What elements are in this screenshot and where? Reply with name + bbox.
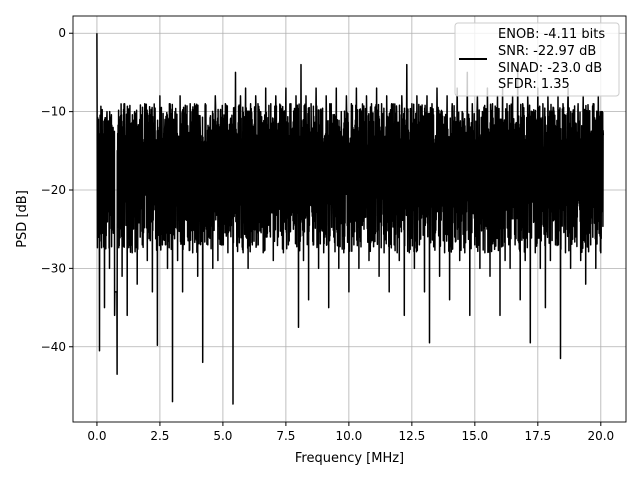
- x-axis: 0.0 2.5 5.0 7.5 10.0 12.5 15.0 17.5 20.0: [87, 422, 614, 443]
- legend-sfdr: SFDR: 1.35: [498, 77, 570, 92]
- legend-box: [454, 22, 620, 97]
- legend-snr: SNR: -22.97 dB: [498, 44, 596, 59]
- y-tick-label: −10: [41, 105, 66, 119]
- plot-frame: [72, 15, 627, 423]
- x-tick-label: 20.0: [587, 429, 614, 443]
- y-tick-label: −20: [41, 183, 66, 197]
- legend: ENOB: -4.11 bits SNR: -22.97 dB SINAD: -…: [454, 22, 620, 97]
- y-tick-label: −30: [41, 261, 66, 275]
- x-tick-label: 10.0: [336, 429, 363, 443]
- y-tick-label: −40: [41, 340, 66, 354]
- x-tick-label: 15.0: [461, 429, 488, 443]
- x-tick-label: 12.5: [398, 429, 425, 443]
- x-tick-label: 17.5: [524, 429, 551, 443]
- x-tick-label: 7.5: [276, 429, 295, 443]
- psd-series-line: [96, 33, 605, 405]
- x-tick-label: 0.0: [87, 429, 106, 443]
- y-tick-label: 0: [58, 26, 66, 40]
- legend-sinad: SINAD: -23.0 dB: [498, 61, 602, 76]
- x-axis-label: Frequency [MHz]: [295, 451, 404, 466]
- y-axis-label: PSD [dB]: [15, 190, 30, 248]
- x-tick-label: 2.5: [150, 429, 169, 443]
- x-tick-label: 5.0: [213, 429, 232, 443]
- legend-enob: ENOB: -4.11 bits: [498, 27, 605, 42]
- psd-line: [96, 33, 605, 405]
- y-axis: 0 −10 −20 −30 −40: [41, 26, 73, 354]
